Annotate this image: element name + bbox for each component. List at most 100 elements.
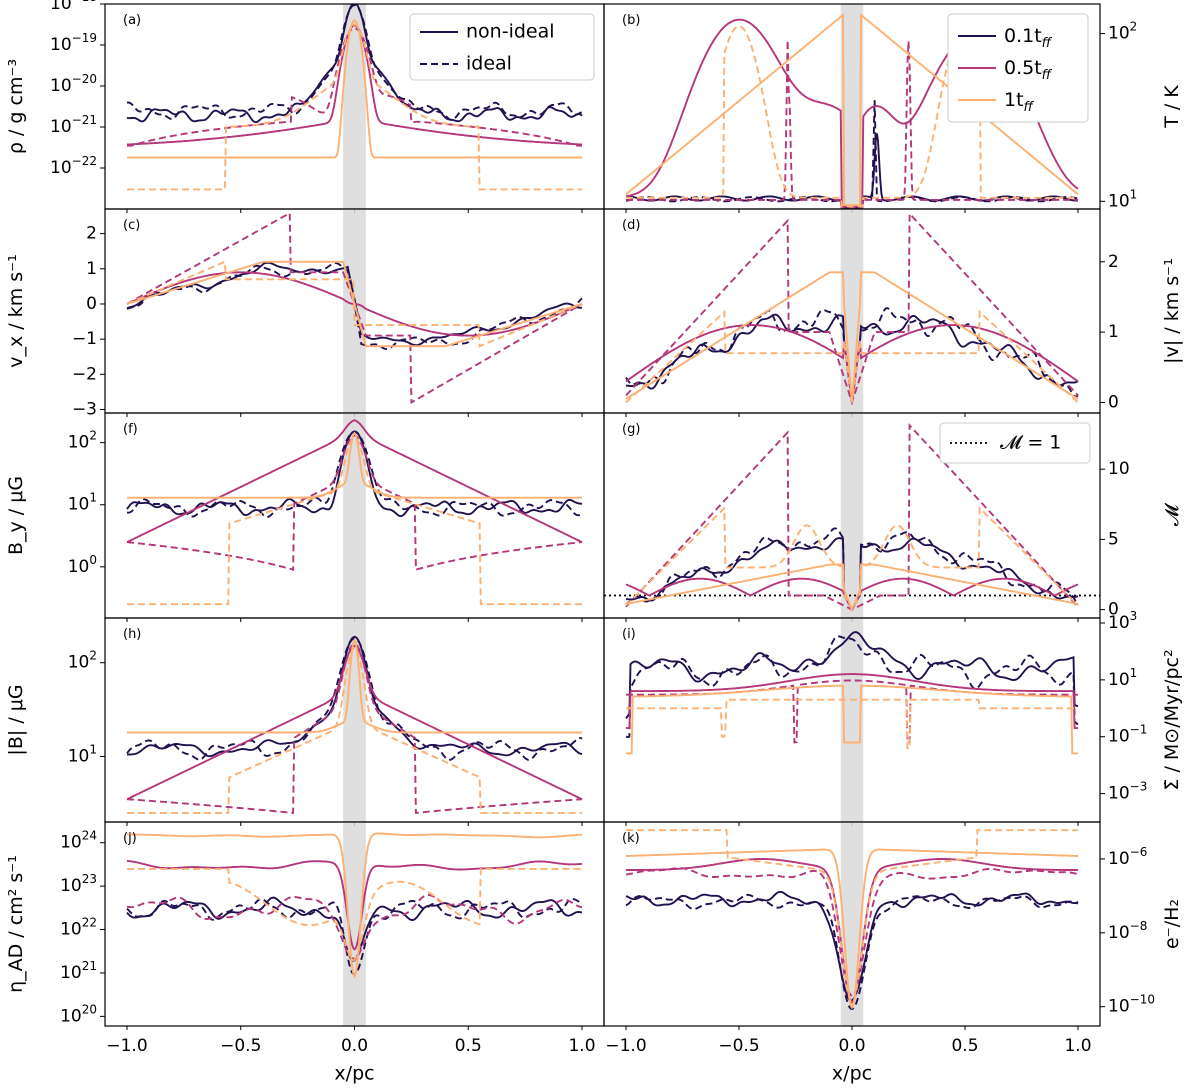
series-j-4 [126, 832, 582, 979]
x-axis-label: x/pc [334, 1063, 374, 1085]
series-d-5 [625, 309, 1079, 404]
y-tick-label: 10−10 [1108, 992, 1155, 1017]
y-axis-label: B_y / μG [5, 476, 27, 555]
y-tick-label: 1024 [60, 828, 97, 853]
series-k-4 [626, 848, 1078, 1010]
series-group [625, 211, 1079, 406]
series-j-0-1t-ff [126, 860, 582, 951]
series-k-0-1t-ff [625, 867, 1079, 997]
series-b-1t-ff-ideal [625, 13, 1079, 207]
series-g-5 [625, 505, 1079, 612]
x-tick-label: −1.0 [106, 1036, 147, 1056]
legend-time: 0.1tff 0.5tff 1tff [947, 13, 1089, 123]
legend-mach: 𝓜 = 1 [939, 422, 1091, 464]
x-tick-label: 0.5 [455, 1036, 482, 1056]
series-h-0-5t-ff [126, 644, 583, 801]
series-k-0-5t-ff [626, 858, 1078, 1004]
y-tick-label: 5 [1108, 529, 1119, 549]
y-tick-label: 2 [86, 224, 97, 244]
series-f-0-5t-ff [126, 419, 583, 543]
y-tick-label: 10−22 [50, 154, 97, 179]
y-tick-label: 1 [1108, 322, 1119, 342]
panel-label: (a) [123, 13, 141, 28]
panel-label: (h) [123, 627, 141, 642]
shaded-region [840, 4, 864, 209]
panel-label: (d) [622, 218, 640, 233]
y-axis-label: |B| / μG [5, 684, 27, 755]
y-tick-label: 0 [86, 294, 97, 314]
y-tick-label: 102 [1108, 19, 1137, 44]
series-h-1t-ff-non-ideal [126, 635, 583, 758]
panel-label: (f) [123, 422, 138, 437]
panel-label: (k) [622, 831, 640, 846]
series-i-0-1t-ff [625, 631, 1079, 719]
shaded-region [343, 822, 366, 1026]
shaded-region [840, 618, 864, 822]
x-tick-label: 0.0 [341, 1036, 368, 1056]
y-tick-label: 100 [68, 552, 97, 577]
series-a-1t-ff-non-ideal [127, 19, 582, 159]
shaded-region [343, 4, 366, 209]
y-tick-label: 10−18 [50, 0, 97, 14]
panel-b: (b) 101 102 T / K [603, 3, 1183, 213]
series-group [625, 422, 1079, 613]
y-axis-label: T / K [1161, 85, 1183, 129]
y-tick-label: 10−21 [50, 113, 97, 138]
y-tick-label: 102 [68, 428, 97, 453]
legend-label: non-ideal [466, 21, 555, 43]
y-tick-label: 2 [1108, 252, 1119, 272]
y-tick-label: 10−6 [1108, 844, 1147, 869]
series-a-0-1t-ff-non-ideal [126, 4, 583, 124]
x-tick-label: 0.0 [838, 1036, 865, 1056]
y-tick-label: 10−1 [1108, 722, 1147, 747]
series-a-0-1t-ff-ideal [126, 4, 583, 121]
y-tick-label: 10−3 [1108, 779, 1147, 804]
y-tick-label: 103 [1108, 609, 1137, 634]
y-tick-label: 101 [1108, 187, 1137, 212]
panel-label: (i) [622, 627, 636, 642]
legend-label: 0.1tff [1004, 25, 1053, 52]
legend-label: 𝓜 = 1 [1000, 432, 1061, 454]
y-axis-label: η_AD / cm² s⁻¹ [5, 855, 27, 993]
y-tick-label: 10−19 [50, 31, 97, 56]
y-tick-label: 102 [68, 648, 97, 673]
y-tick-label: 101 [68, 490, 97, 515]
panel-label: (b) [622, 13, 640, 28]
series-i-1t-ff [626, 673, 1078, 730]
series-a-0-5t-ff-ideal [127, 27, 582, 147]
panel-i: (i) 10−3 10−1 101 103 Σ̇ / M⊙/Myr/pc² [603, 609, 1183, 826]
legend-style: non-ideal ideal [409, 13, 595, 81]
y-tick-label: 101 [68, 742, 97, 767]
y-tick-label: 10−8 [1108, 918, 1147, 943]
x-tick-label: 1.0 [1064, 1036, 1091, 1056]
y-axis-label: 𝓜 [1161, 502, 1183, 526]
y-tick-label: 1023 [60, 872, 97, 897]
series-group [625, 829, 1079, 1011]
y-tick-label: 0 [1108, 600, 1119, 620]
series-i-4 [626, 684, 1078, 755]
series-h-3 [126, 642, 583, 814]
y-tick-label: 10 [1108, 459, 1130, 479]
y-axis-label: v_x / km s⁻¹ [5, 254, 27, 368]
legend-box [939, 422, 1091, 464]
panel-g: (g) 0 5 10 𝓜 [603, 412, 1183, 622]
y-tick-label: 0 [1108, 392, 1119, 412]
series-a-1t-ff-ideal [127, 23, 582, 191]
series-group [126, 419, 583, 606]
series-k-1t-ff-ideal [625, 890, 1079, 1002]
series-group [126, 4, 583, 191]
y-axis-label: |v| / km s⁻¹ [1161, 258, 1183, 364]
series-b-5 [626, 25, 1078, 208]
y-tick-label: 1022 [60, 915, 97, 940]
series-group [126, 832, 583, 979]
y-tick-label: 1020 [60, 1002, 97, 1026]
y-axis-label: Σ̇ / M⊙/Myr/pc² [1161, 649, 1183, 790]
panel-label: (c) [123, 218, 140, 233]
panel-label: (g) [622, 422, 640, 437]
y-tick-label: −1 [72, 329, 97, 349]
series-group [126, 211, 583, 404]
panel-k: (k) 10−10 10−8 10−6 e⁻/H₂ [603, 821, 1183, 1030]
x-tick-label: 1.0 [568, 1036, 595, 1056]
y-axis-label: ρ / g cm⁻³ [5, 59, 27, 154]
